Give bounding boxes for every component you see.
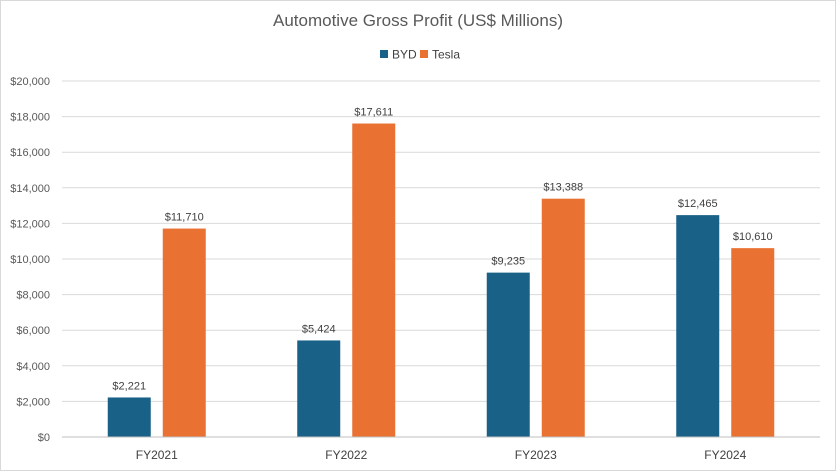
legend-swatch-byd — [380, 50, 388, 58]
bar-byd-fy2022 — [297, 340, 341, 437]
data-label-tesla-fy2021: $11,710 — [165, 212, 204, 224]
data-label-byd-fy2022: $5,424 — [302, 323, 336, 335]
bar-byd-fy2023 — [486, 272, 530, 437]
legend-swatch-tesla — [420, 50, 428, 58]
y-tick-label: $10,000 — [10, 254, 50, 266]
x-tick-label: FY2023 — [515, 448, 557, 462]
x-tick-label: FY2024 — [704, 448, 746, 462]
y-tick-label: $6,000 — [16, 325, 50, 337]
chart-title: Automotive Gross Profit (US$ Millions) — [273, 11, 563, 30]
y-tick-label: $2,000 — [16, 396, 50, 408]
y-axis: $0 $2,000 $4,000 $6,000 $8,000 $10,000 $12,000… — [10, 76, 50, 444]
data-label-byd-fy2021: $2,221 — [112, 380, 146, 392]
x-tick-label: FY2021 — [136, 448, 178, 462]
bar-tesla-fy2021 — [162, 228, 206, 437]
y-tick-label: $0 — [38, 432, 50, 444]
bar-byd-fy2021 — [107, 397, 151, 437]
y-tick-label: $8,000 — [16, 290, 50, 302]
x-axis: FY2021 FY2022 FY2023 FY2024 — [62, 436, 820, 462]
legend: BYD Tesla — [380, 48, 460, 62]
bars — [107, 123, 775, 437]
bar-tesla-fy2023 — [541, 198, 585, 437]
data-label-tesla-fy2024: $10,610 — [733, 231, 773, 243]
legend-label-tesla: Tesla — [432, 48, 460, 62]
y-tick-label: $4,000 — [16, 361, 50, 373]
bar-tesla-fy2022 — [352, 123, 396, 437]
y-tick-label: $16,000 — [10, 147, 50, 159]
bar-tesla-fy2024 — [731, 248, 775, 437]
data-label-byd-fy2024: $12,465 — [678, 198, 718, 210]
x-tick-label: FY2022 — [325, 448, 367, 462]
bar-byd-fy2024 — [676, 215, 720, 437]
y-tick-label: $14,000 — [10, 183, 50, 195]
y-tick-label: $12,000 — [10, 218, 50, 230]
legend-label-byd: BYD — [392, 48, 417, 62]
data-labels: $2,221 $11,710 $5,424 $17,611 $9,235 $13,388 $… — [112, 107, 772, 393]
data-label-tesla-fy2022: $17,611 — [354, 107, 393, 119]
y-tick-label: $20,000 — [10, 76, 50, 88]
y-tick-label: $18,000 — [10, 112, 50, 124]
data-label-byd-fy2023: $9,235 — [491, 256, 525, 268]
data-label-tesla-fy2023: $13,388 — [543, 182, 583, 194]
